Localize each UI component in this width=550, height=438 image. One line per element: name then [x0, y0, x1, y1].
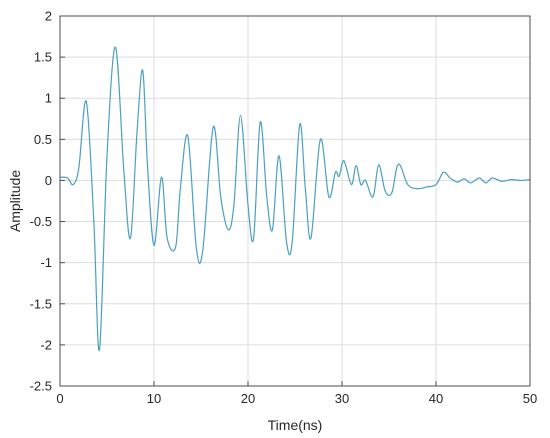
x-tick-labels: 0 10 20 30 40 50	[56, 391, 537, 406]
y-tick-labels: 2 1.5 1 0.5 0 -0.5 -1 -1.5 -2 -2.5	[30, 9, 52, 394]
plot-frame	[59, 15, 531, 387]
series-layer	[59, 46, 531, 352]
x-tick-label: 50	[523, 391, 537, 406]
x-tick-label: 30	[335, 391, 349, 406]
y-tick-label: -1.5	[30, 296, 52, 311]
y-tick-label: 1	[45, 91, 52, 106]
y-tick-label: -0.5	[30, 214, 52, 229]
y-tick-label: -2	[40, 337, 52, 352]
y-tick-label: 0.5	[34, 132, 52, 147]
y-tick-label: 1.5	[34, 50, 52, 65]
y-tick-label: -2.5	[30, 379, 52, 394]
x-tick-label: 10	[147, 391, 161, 406]
y-axis-label: Amplitude	[7, 170, 23, 232]
x-tick-label: 0	[56, 391, 63, 406]
x-tick-label: 20	[241, 391, 255, 406]
x-tick-label: 40	[429, 391, 443, 406]
tick-marks	[59, 15, 531, 387]
x-axis-label: Time(ns)	[268, 417, 323, 433]
series-line	[59, 46, 531, 352]
y-tick-label: 2	[45, 9, 52, 24]
y-tick-label: 0	[45, 173, 52, 188]
grid-lines	[60, 16, 530, 386]
y-tick-label: -1	[40, 255, 52, 270]
